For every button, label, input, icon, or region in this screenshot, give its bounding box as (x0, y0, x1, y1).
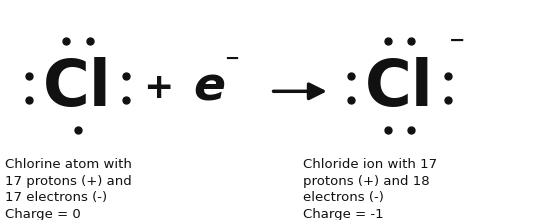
Text: −: − (449, 31, 465, 50)
Text: Chlorine atom with
17 protons (+) and
17 electrons (-)
Charge = 0: Chlorine atom with 17 protons (+) and 17… (5, 158, 132, 220)
Text: e: e (193, 66, 225, 110)
Text: −: − (225, 50, 240, 68)
Text: Cl: Cl (365, 57, 434, 119)
Text: +: + (143, 71, 173, 105)
Text: Cl: Cl (43, 57, 112, 119)
Text: Chloride ion with 17
protons (+) and 18
electrons (-)
Charge = -1: Chloride ion with 17 protons (+) and 18 … (303, 158, 437, 220)
